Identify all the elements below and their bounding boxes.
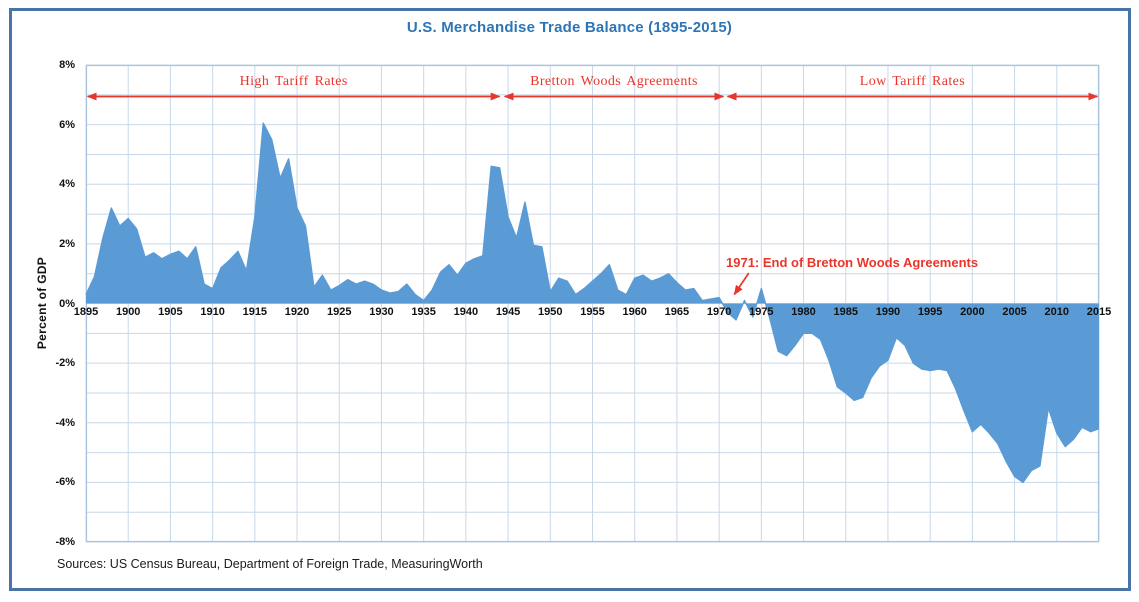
x-tick-label: 1980	[791, 306, 816, 318]
y-tick-label: -8%	[55, 536, 75, 548]
y-tick-label: 8%	[59, 59, 75, 71]
x-tick-label: 1935	[411, 306, 436, 318]
x-tick-label: 1985	[833, 306, 858, 318]
x-tick-label: 1990	[875, 306, 901, 318]
zone-label-low-tariff: Low Tariff Rates	[859, 74, 966, 89]
source-note: Sources: US Census Bureau, Department of…	[57, 557, 483, 571]
x-tick-label: 1930	[369, 306, 394, 318]
zone-label-bretton-woods: Bretton Woods Agreements	[530, 74, 698, 89]
trade-balance-series	[85, 122, 1100, 484]
x-tick-label: 1900	[115, 306, 141, 318]
y-tick-label: -4%	[55, 416, 75, 429]
x-tick-label: 1960	[622, 306, 647, 318]
annotation-arrows	[86, 92, 1099, 296]
x-tick-label: 1955	[580, 306, 605, 318]
y-tick-label: 2%	[59, 237, 75, 250]
x-tick-label: 1975	[749, 306, 774, 318]
chart-title: U.S. Merchandise Trade Balance (1895-201…	[406, 19, 733, 36]
callout-1971-label: 1971: End of Bretton Woods Agreements	[726, 255, 979, 270]
y-tick-label: 6%	[59, 118, 75, 131]
zone-label-high-tariff: High Tariff Rates	[239, 74, 348, 89]
x-tick-label: 1925	[327, 306, 352, 318]
x-tick-label: 2005	[1002, 306, 1027, 318]
y-tick-label: -6%	[55, 476, 75, 489]
x-tick-label: 1970	[706, 306, 732, 318]
x-tick-label: 1945	[495, 306, 521, 318]
x-tick-label: 2000	[960, 306, 985, 318]
x-tick-label: 1965	[664, 306, 690, 318]
y-tick-label: -2%	[55, 357, 75, 370]
x-tick-label: 1920	[284, 306, 310, 318]
y-tick-label: 4%	[59, 178, 75, 191]
x-tick-label: 1910	[200, 306, 225, 318]
x-tick-label: 1995	[917, 306, 943, 318]
x-tick-label: 2010	[1044, 306, 1070, 318]
y-tick-label: 0%	[59, 297, 75, 310]
x-tick-label: 2015	[1086, 306, 1112, 318]
x-tick-label: 1950	[538, 306, 563, 318]
x-tick-label: 1905	[158, 306, 183, 318]
x-tick-label: 1915	[242, 306, 268, 318]
x-tick-label: 1940	[453, 306, 479, 318]
x-tick-label: 1895	[73, 306, 99, 318]
